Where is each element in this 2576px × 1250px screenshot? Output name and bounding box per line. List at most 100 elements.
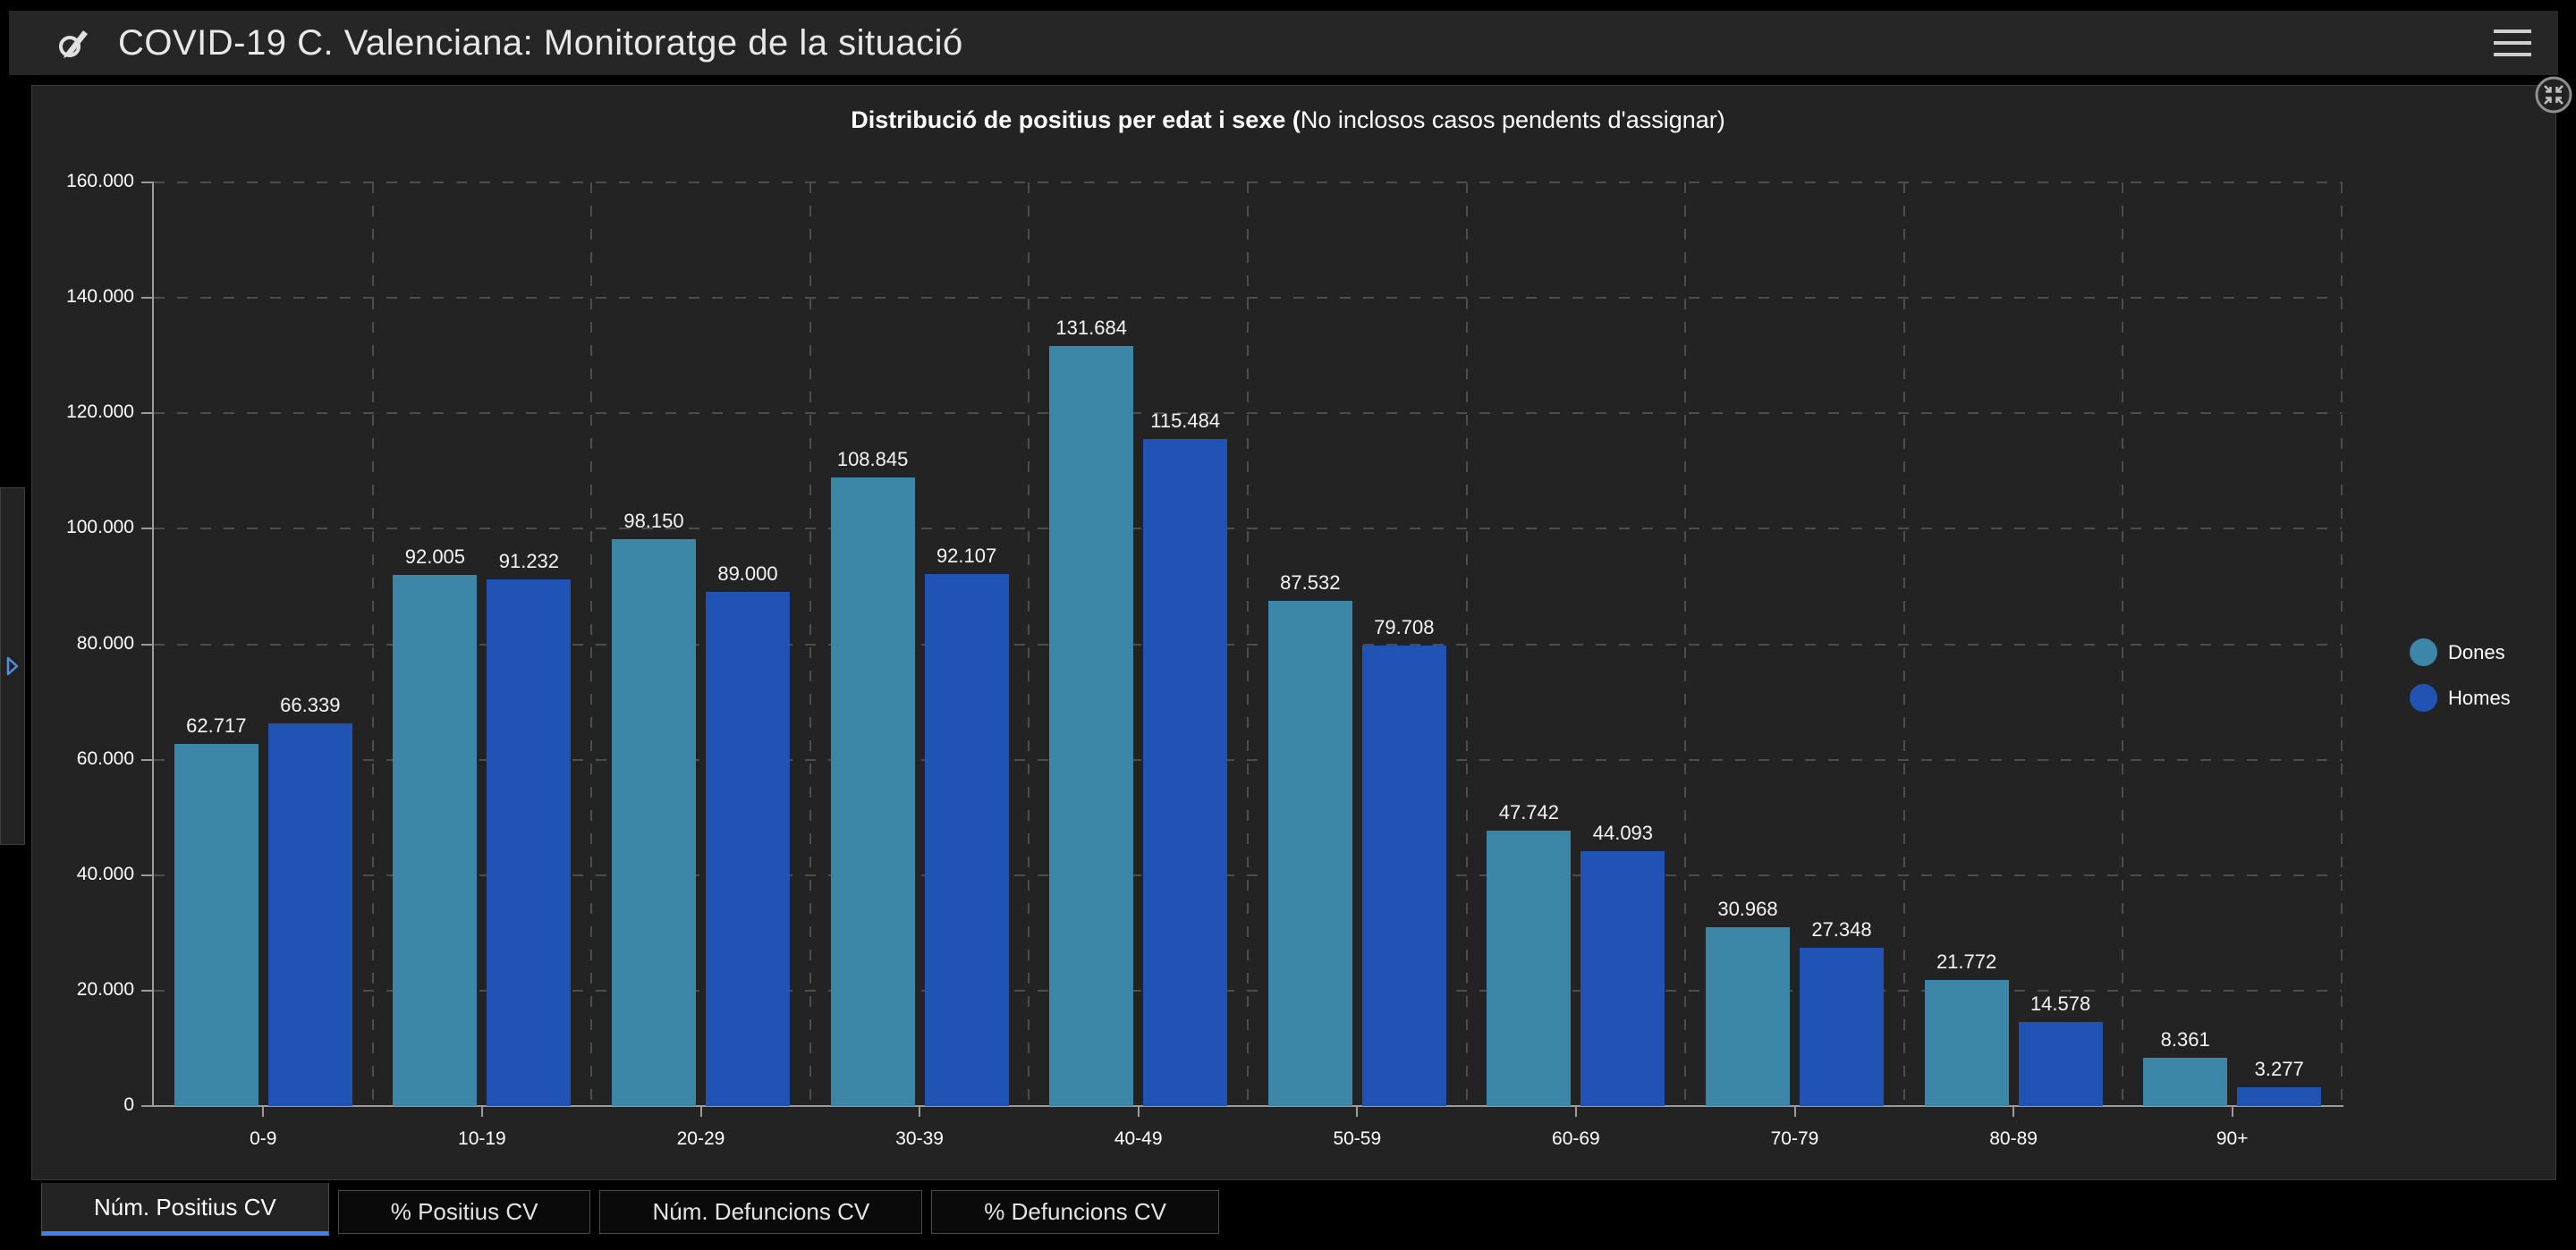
v-gridline — [371, 182, 374, 1106]
y-axis-tick-label: 100.000 — [66, 517, 134, 538]
bar-dones-30-39[interactable] — [830, 477, 915, 1106]
y-axis-tick-mark — [141, 297, 154, 300]
x-axis-tick-label: 10-19 — [458, 1128, 506, 1149]
y-axis-tick-label: 80.000 — [76, 632, 134, 654]
bar-wrap: 62.717 — [174, 714, 258, 1106]
chart-legend: Dones Homes — [2410, 638, 2511, 730]
tab--positius-cv[interactable]: % Positius CV — [337, 1190, 591, 1234]
bar-wrap: 98.150 — [611, 510, 696, 1106]
bar-dones-60-69[interactable] — [1487, 831, 1572, 1106]
v-gridline — [1247, 182, 1249, 1106]
bar-homes-50-59[interactable] — [1361, 646, 1446, 1106]
bar-value-label: 30.968 — [1717, 898, 1778, 920]
bar-value-label: 3.277 — [2254, 1058, 2304, 1080]
collapse-inward-arrows-icon — [2544, 85, 2563, 105]
x-axis-tick-mark — [1793, 1107, 1796, 1117]
bar-wrap: 44.093 — [1580, 822, 1665, 1106]
bar-wrap: 27.348 — [1799, 918, 1884, 1106]
bar-wrap: 30.968 — [1705, 898, 1790, 1106]
x-axis-tick-mark — [1356, 1107, 1359, 1117]
bar-value-label: 79.708 — [1374, 616, 1435, 638]
collapse-panel-button[interactable] — [2534, 75, 2573, 114]
tab--defuncions-cv[interactable]: % Defuncions CV — [931, 1190, 1219, 1234]
bar-wrap: 92.005 — [393, 545, 478, 1106]
bar-wrap: 89.000 — [705, 562, 790, 1106]
bottom-tab-bar: Núm. Positius CV% Positius CV Núm. Defunc… — [41, 1183, 1219, 1236]
x-axis-tick-mark — [262, 1107, 265, 1117]
bar-value-label: 98.150 — [623, 510, 684, 532]
bar-homes-90+[interactable] — [2237, 1087, 2322, 1106]
app-logo-icon — [59, 30, 88, 58]
bar-homes-80-89[interactable] — [2018, 1022, 2103, 1106]
x-axis-tick-label: 40-49 — [1114, 1128, 1163, 1149]
bar-value-label: 92.005 — [404, 545, 466, 568]
y-axis-tick-label: 20.000 — [76, 978, 134, 1000]
v-gridline — [590, 182, 593, 1106]
bar-value-label: 91.232 — [498, 550, 560, 572]
bar-dones-0-9[interactable] — [174, 744, 258, 1106]
header-bar: COVID-19 C. Valenciana: Monitoratge de l… — [9, 11, 2558, 75]
chart-title-note: No inclosos casos pendents d'assignar) — [1300, 106, 1725, 133]
bar-dones-40-49[interactable] — [1049, 346, 1134, 1106]
bar-homes-0-9[interactable] — [267, 723, 352, 1106]
y-axis-tick-mark — [141, 182, 154, 183]
legend-item-homes[interactable]: Homes — [2410, 684, 2511, 712]
bar-homes-40-49[interactable] — [1143, 439, 1228, 1106]
bar-group-50-59: 87.532 79.708 — [1248, 182, 1467, 1106]
x-axis-tick-mark — [699, 1107, 702, 1117]
legend-label: Dones — [2448, 640, 2505, 663]
x-axis-tick-label: 60-69 — [1552, 1128, 1600, 1149]
bar-dones-10-19[interactable] — [393, 575, 478, 1106]
bar-homes-20-29[interactable] — [705, 592, 790, 1106]
y-axis-tick-label: 40.000 — [76, 863, 134, 884]
bar-group-80-89: 21.772 14.578 — [1904, 182, 2123, 1106]
bar-wrap: 108.845 — [830, 448, 915, 1106]
bar-value-label: 62.717 — [186, 714, 247, 737]
x-axis-tick-mark — [919, 1107, 921, 1117]
bar-wrap: 8.361 — [2143, 1028, 2228, 1106]
bar-homes-30-39[interactable] — [924, 574, 1009, 1106]
bar-group-20-29: 98.150 89.000 — [591, 182, 810, 1106]
chart-title: Distribució de positius per edat i sexe … — [0, 106, 2576, 134]
bar-dones-50-59[interactable] — [1267, 601, 1352, 1106]
bar-value-label: 8.361 — [2160, 1028, 2210, 1051]
y-axis-tick-mark — [141, 643, 154, 646]
bar-value-label: 66.339 — [280, 694, 341, 716]
legend-item-dones[interactable]: Dones — [2410, 638, 2511, 666]
chart-title-main: Distribució de positius per edat i sexe … — [851, 106, 1301, 133]
x-axis-tick-label: 70-79 — [1770, 1128, 1819, 1149]
tab-n-m-defuncions-cv[interactable]: Núm. Defuncions CV — [599, 1190, 923, 1234]
bar-group-60-69: 47.742 44.093 — [1467, 182, 1686, 1106]
bar-wrap: 87.532 — [1267, 571, 1352, 1106]
bar-dones-70-79[interactable] — [1705, 927, 1790, 1106]
v-gridline — [809, 182, 811, 1106]
menu-button[interactable] — [2494, 23, 2535, 63]
bar-group-70-79: 30.968 27.348 — [1685, 182, 1904, 1106]
bar-homes-60-69[interactable] — [1580, 851, 1665, 1106]
y-axis-tick-mark — [141, 758, 154, 761]
bar-homes-70-79[interactable] — [1799, 948, 1884, 1106]
left-panel-expander[interactable] — [0, 487, 25, 845]
legend-swatch-icon — [2410, 638, 2437, 666]
bar-wrap: 115.484 — [1143, 410, 1228, 1106]
bar-value-label: 47.742 — [1498, 801, 1560, 823]
bar-value-label: 21.772 — [1936, 950, 1997, 973]
v-gridline — [1028, 182, 1030, 1106]
bar-homes-10-19[interactable] — [487, 579, 572, 1106]
y-axis-tick-mark — [141, 1105, 154, 1107]
x-axis-line — [152, 1105, 2343, 1107]
bar-value-label: 14.578 — [2029, 992, 2091, 1015]
bar-value-label: 44.093 — [1592, 822, 1654, 844]
y-axis-tick-label: 160.000 — [66, 171, 134, 191]
bar-value-label: 92.107 — [936, 545, 997, 567]
page-title: COVID-19 C. Valenciana: Monitoratge de l… — [118, 22, 963, 63]
bar-dones-90+[interactable] — [2143, 1058, 2228, 1106]
bar-dones-80-89[interactable] — [1924, 980, 2009, 1106]
bar-group-10-19: 92.005 91.232 — [373, 182, 592, 1106]
v-gridline — [2341, 182, 2343, 1106]
y-axis-tick-label: 0 — [123, 1094, 134, 1115]
bar-dones-20-29[interactable] — [611, 539, 696, 1106]
tab-n-m-positius-cv[interactable]: Núm. Positius CV — [41, 1183, 329, 1236]
